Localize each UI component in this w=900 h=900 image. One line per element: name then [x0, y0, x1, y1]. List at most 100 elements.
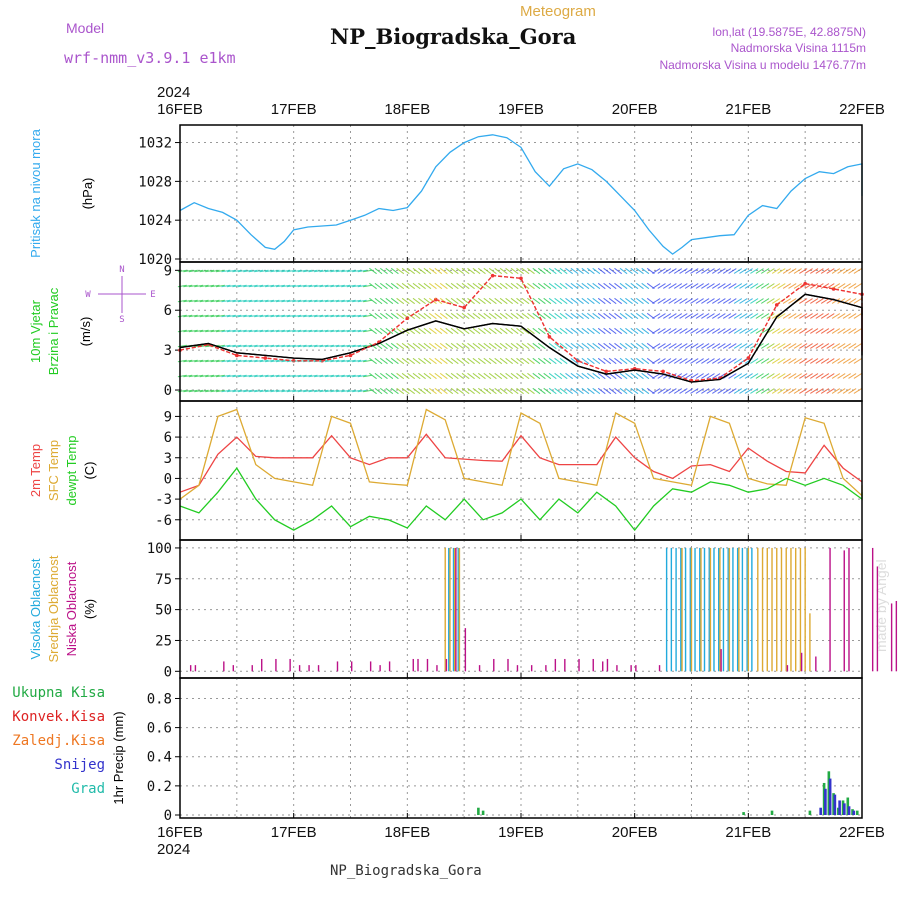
- wind-barb: [581, 282, 590, 290]
- temperature-ylabel: SFC Temp: [46, 440, 61, 501]
- wind-barb: [352, 329, 362, 333]
- wind-barb: [586, 342, 595, 350]
- wind-barb: [793, 343, 802, 349]
- wind-barb: [319, 269, 329, 273]
- precip_total-bar: [481, 810, 485, 815]
- wind-barb: [265, 329, 275, 333]
- cloud_mid-bar: [449, 547, 451, 672]
- wind-barb: [412, 282, 421, 290]
- wind-barb: [701, 343, 710, 349]
- wind-barb: [232, 389, 242, 393]
- wind-barb: [237, 329, 247, 333]
- wind-barb: [853, 268, 862, 274]
- wind-barb: [494, 267, 503, 275]
- wind-barb: [428, 267, 437, 275]
- wind-barb: [717, 268, 726, 274]
- wind-barb: [418, 282, 426, 290]
- wind-barb: [303, 284, 313, 288]
- wind-barb: [259, 374, 269, 378]
- wind-barb: [374, 267, 383, 275]
- wind-barb: [369, 357, 377, 365]
- wind-barb: [597, 357, 606, 365]
- wind-barb: [739, 283, 748, 289]
- wind-barb: [461, 372, 470, 380]
- wind-barb: [456, 357, 465, 365]
- cloud_mid-bar: [785, 547, 787, 672]
- cloud_low-bar: [786, 665, 789, 672]
- temp_sfc-line: [179, 408, 863, 500]
- wind-barb: [379, 342, 388, 350]
- wind-barb: [717, 283, 726, 289]
- wind-barb: [232, 344, 242, 348]
- year-label-top: 2024: [157, 84, 190, 101]
- wind-barb: [668, 388, 677, 394]
- wind-barb: [739, 313, 748, 319]
- wind-barb: [673, 343, 683, 349]
- wind-barb: [744, 343, 753, 349]
- wind-barb: [755, 388, 764, 394]
- cloud_low-bar: [251, 665, 253, 672]
- wind-barb: [483, 342, 492, 350]
- wind-barb: [237, 389, 247, 393]
- cloud_mid-bar: [766, 547, 768, 672]
- cloud_mid-bar: [690, 547, 693, 672]
- wind-barb: [324, 329, 334, 333]
- wind-barb: [472, 312, 481, 320]
- wind-barb: [728, 283, 737, 289]
- wind-barb: [286, 314, 296, 318]
- wind-barb: [831, 343, 841, 349]
- precip_total-bar: [770, 810, 774, 815]
- wind-barb: [396, 267, 405, 275]
- watermark-text: made by Angel: [873, 559, 889, 652]
- wind-barb: [831, 388, 841, 394]
- wind-barb: [516, 357, 524, 365]
- wind-barb: [706, 268, 715, 274]
- wind-barb: [750, 283, 759, 289]
- wind-barb: [374, 297, 383, 305]
- wind-barb: [314, 329, 324, 333]
- wind-barb: [782, 313, 792, 319]
- wind-barb: [592, 327, 601, 335]
- wind-barb: [275, 389, 285, 393]
- wind-barb: [210, 314, 220, 318]
- wind-barb: [510, 297, 519, 305]
- wind-barb: [439, 372, 448, 380]
- wind-barb: [641, 312, 650, 320]
- wind-barb: [652, 388, 661, 394]
- wind-barb: [450, 267, 459, 275]
- wind-barb: [837, 343, 846, 349]
- wind-barb: [597, 387, 606, 395]
- wind-barb: [516, 327, 524, 335]
- cloud_low-bar: [876, 566, 879, 672]
- wind-barb: [505, 357, 514, 365]
- wind-barb: [308, 389, 318, 393]
- wind-barb: [467, 267, 475, 275]
- cloud_low-bar: [232, 665, 234, 672]
- wind-barb: [423, 297, 432, 305]
- wind-barb: [369, 327, 377, 335]
- wind-barb: [826, 358, 835, 364]
- wind-barb: [407, 267, 416, 275]
- wind-barb: [205, 314, 215, 318]
- wind-barb: [750, 268, 759, 274]
- wind-barb: [701, 373, 710, 379]
- wind-barb: [472, 372, 481, 380]
- wind-barb: [848, 373, 857, 379]
- wind-barb: [695, 283, 704, 289]
- wind-barb: [815, 298, 824, 304]
- wind-barb: [232, 329, 242, 333]
- wind-barb: [188, 314, 198, 318]
- wind-barb: [695, 343, 704, 349]
- wind-barb: [385, 387, 394, 395]
- wind-barb: [635, 357, 644, 365]
- wind-barb: [837, 388, 846, 394]
- precip-ytick-label: 0.8: [147, 691, 172, 707]
- wind-barb: [499, 387, 508, 395]
- wind-barb: [559, 282, 568, 290]
- wind-barb: [265, 299, 275, 303]
- wind-barb: [722, 268, 732, 274]
- wind-barb: [428, 372, 437, 380]
- wind-barb: [379, 297, 388, 305]
- wind-barb: [581, 267, 590, 275]
- wind-barb: [210, 389, 220, 393]
